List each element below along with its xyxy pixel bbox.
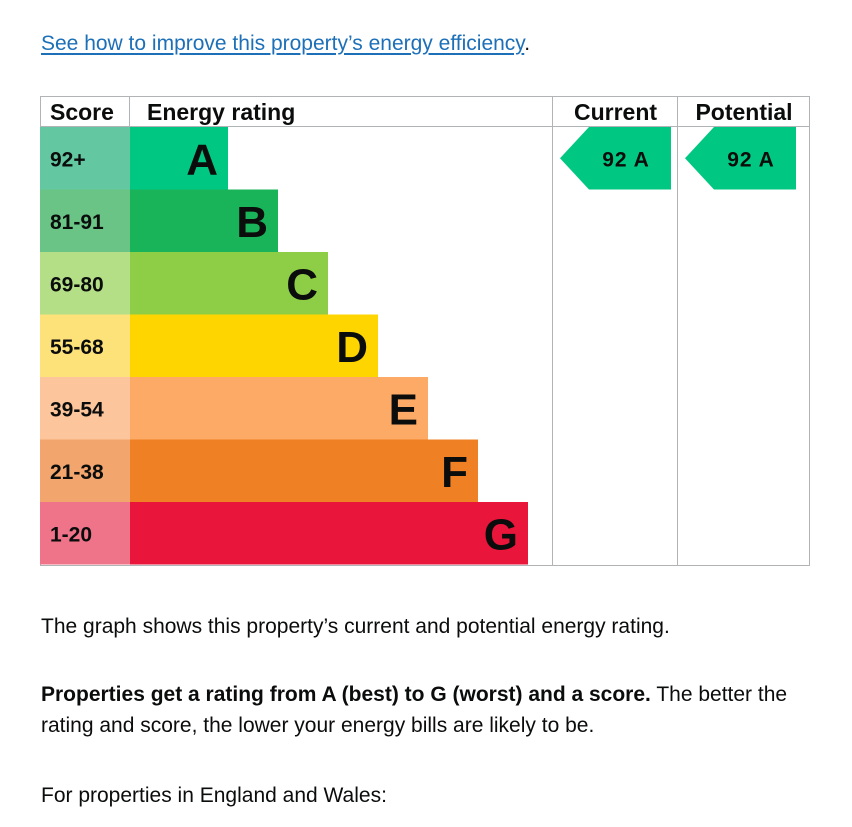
rating-letter-f: F — [441, 448, 468, 497]
rating-letter-d: D — [336, 323, 368, 372]
rating-explanation-bold: Properties get a rating from A (best) to… — [41, 683, 651, 706]
rating-explanation-rest: The better the rating and score, the low… — [41, 683, 788, 737]
score-label-a: 92+ — [50, 148, 86, 171]
score-cell-d — [40, 314, 130, 377]
potential-rating-label: 92 A — [727, 148, 775, 171]
score-label-f: 21-38 — [50, 461, 104, 484]
current-rating-arrow — [560, 127, 671, 190]
score-label-c: 69-80 — [50, 273, 104, 296]
header-potential: Potential — [695, 99, 792, 125]
graph-description: The graph shows this property’s current … — [41, 615, 670, 638]
score-label-d: 55-68 — [50, 336, 104, 359]
intro-link-period: . — [524, 32, 531, 55]
rating-bar-a — [130, 127, 228, 190]
header-score: Score — [50, 99, 114, 125]
header-current: Current — [574, 99, 657, 125]
score-label-g: 1-20 — [50, 523, 92, 546]
england-wales-heading: For properties in England and Wales: — [41, 784, 387, 807]
improve-energy-efficiency-link[interactable]: See how to improve this property’s energ… — [41, 32, 525, 55]
rating-bar-b — [130, 189, 278, 252]
intro-link-line: See how to improve this property’s energ… — [41, 29, 530, 59]
current-rating-label: 92 A — [602, 148, 650, 171]
rating-letter-b: B — [236, 198, 268, 247]
rating-letter-a: A — [186, 135, 218, 184]
rating-bar-f — [130, 439, 478, 502]
rating-letter-g: G — [484, 510, 518, 559]
score-cell-b — [40, 189, 130, 252]
rating-bar-g — [130, 502, 528, 565]
rating-bar-c — [130, 252, 328, 315]
score-cell-e — [40, 377, 130, 440]
rating-bar-e — [130, 377, 428, 440]
score-cell-c — [40, 252, 130, 315]
score-cell-a — [40, 127, 130, 190]
rating-explanation: Properties get a rating from A (best) to… — [41, 679, 821, 741]
rating-letter-c: C — [286, 260, 318, 309]
rating-bar-d — [130, 314, 378, 377]
rating-letter-e: E — [389, 385, 418, 434]
score-cell-f — [40, 439, 130, 502]
score-label-e: 39-54 — [50, 398, 104, 421]
potential-rating-arrow — [685, 127, 796, 190]
score-label-b: 81-91 — [50, 211, 104, 234]
energy-rating-chart: Score Energy rating Current Potential 92+ A 81… — [40, 96, 810, 566]
score-cell-g — [40, 502, 130, 565]
header-energy-rating: Energy rating — [147, 99, 295, 125]
